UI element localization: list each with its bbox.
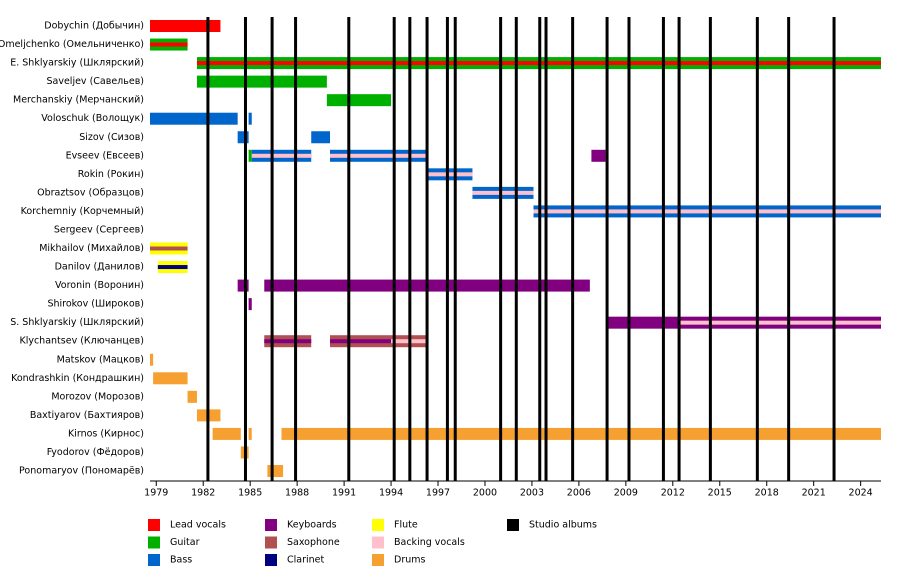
member-bar bbox=[150, 20, 221, 32]
legend-label: Bass bbox=[170, 555, 192, 566]
x-tick-label: 2018 bbox=[755, 488, 779, 499]
member-bar-stripe bbox=[330, 339, 392, 344]
member-bar bbox=[591, 149, 606, 162]
legend-label: Lead vocals bbox=[170, 520, 226, 531]
x-tick-label: 2021 bbox=[802, 488, 826, 499]
x-tick-label: 1994 bbox=[379, 488, 403, 499]
member-bar-stripe bbox=[150, 246, 188, 251]
member-bar bbox=[248, 427, 252, 440]
legend-swatch bbox=[148, 554, 160, 566]
member-bar bbox=[281, 427, 881, 440]
member-bar-stripe bbox=[472, 190, 534, 195]
x-tick-label: 1988 bbox=[285, 488, 309, 499]
legend-label: Backing vocals bbox=[394, 537, 465, 548]
legend-swatch bbox=[507, 519, 519, 531]
x-tick-label: 2012 bbox=[661, 488, 685, 499]
x-tick-label: 2003 bbox=[520, 488, 544, 499]
x-tick-label: 1979 bbox=[144, 488, 168, 499]
legend-swatch bbox=[372, 519, 384, 531]
member-bar bbox=[150, 112, 238, 125]
x-tick-label: 2024 bbox=[849, 488, 873, 499]
legend-label: Saxophone bbox=[287, 537, 340, 548]
member-bar-stripe bbox=[427, 172, 473, 177]
member-label: Obraztsov (Образцов) bbox=[37, 187, 144, 198]
member-bar bbox=[237, 279, 249, 292]
member-bar-stripe bbox=[150, 42, 188, 47]
member-label: Matskov (Мацков) bbox=[57, 354, 144, 365]
member-bar bbox=[212, 427, 241, 440]
member-label: Baxtiyarov (Бахтияров) bbox=[30, 410, 144, 421]
member-bar-stripe bbox=[679, 320, 881, 325]
legend-swatch bbox=[372, 536, 384, 549]
member-label: S. Shklyarskiy (Шклярский) bbox=[10, 317, 144, 328]
member-label: Mikhailov (Михайлов) bbox=[39, 243, 144, 254]
legend-label: Guitar bbox=[170, 537, 200, 548]
legend-label: Studio albums bbox=[529, 520, 597, 531]
member-bar bbox=[248, 112, 252, 125]
legend-swatch bbox=[265, 554, 277, 566]
legend-swatch bbox=[265, 519, 277, 531]
member-bar bbox=[187, 390, 197, 403]
x-tick-label: 1982 bbox=[191, 488, 215, 499]
member-label: Danilov (Данилов) bbox=[55, 262, 144, 273]
member-bar bbox=[267, 465, 284, 477]
member-bar bbox=[196, 75, 327, 88]
member-bar-stripe bbox=[264, 339, 312, 344]
member-label: Sergeev (Сергеев) bbox=[54, 224, 144, 235]
member-bar bbox=[248, 149, 252, 162]
member-label: Voloschuk (Волощук) bbox=[41, 113, 144, 124]
member-label: Kirnos (Кирнос) bbox=[68, 428, 144, 439]
member-label: Kondrashkin (Кондрашкин) bbox=[11, 373, 144, 384]
member-bar bbox=[150, 353, 154, 366]
member-bar bbox=[153, 372, 188, 385]
legend-swatch bbox=[265, 536, 277, 549]
member-bar bbox=[248, 298, 252, 311]
member-label: Fyodorov (Фёдоров) bbox=[47, 447, 144, 458]
x-tick-label: 2006 bbox=[567, 488, 591, 499]
x-tick-label: 1997 bbox=[426, 488, 450, 499]
member-bar bbox=[607, 316, 680, 329]
legend-swatch bbox=[148, 536, 160, 549]
member-label: Morozov (Морозов) bbox=[51, 391, 144, 402]
x-tick-label: 2015 bbox=[708, 488, 732, 499]
x-tick-label: 2000 bbox=[473, 488, 497, 499]
x-tick-label: 1991 bbox=[332, 488, 356, 499]
member-bar-stripe bbox=[330, 153, 428, 158]
member-bar-stripe bbox=[251, 153, 312, 158]
member-bar bbox=[311, 131, 331, 144]
member-bar bbox=[237, 131, 249, 144]
member-label: Klychantsev (Ключанцев) bbox=[19, 336, 144, 347]
member-label: Sizov (Сизов) bbox=[79, 132, 144, 143]
x-tick-label: 2009 bbox=[614, 488, 638, 499]
member-label: Korchemniy (Корчемный) bbox=[21, 206, 144, 217]
member-label: Ponomaryov (Пономарёв) bbox=[19, 466, 144, 477]
member-bar-stripe bbox=[157, 265, 188, 270]
member-label: Merchanskiy (Мерчанский) bbox=[13, 95, 144, 106]
member-label: Saveljev (Савельев) bbox=[46, 76, 144, 87]
x-tick-label: 1985 bbox=[238, 488, 262, 499]
member-label: Omeljchenko (Омельниченко) bbox=[0, 39, 144, 50]
member-bar-stripe bbox=[533, 209, 881, 214]
legend-swatch bbox=[372, 554, 384, 566]
member-label: Evseev (Евсеев) bbox=[66, 150, 144, 161]
legend-label: Keyboards bbox=[287, 520, 337, 531]
member-label: Voronin (Воронин) bbox=[55, 280, 144, 291]
legend-label: Clarinet bbox=[287, 555, 325, 566]
legend-swatch bbox=[148, 519, 160, 531]
member-bar bbox=[326, 94, 392, 107]
member-label: Shirokov (Широков) bbox=[47, 299, 144, 310]
member-label: Dobychin (Добычин) bbox=[44, 21, 144, 32]
member-label: Rokin (Рокин) bbox=[78, 169, 144, 180]
legend-label: Flute bbox=[394, 520, 418, 531]
member-label: E. Shklyarskiy (Шклярский) bbox=[10, 58, 144, 69]
legend-label: Drums bbox=[394, 555, 425, 566]
